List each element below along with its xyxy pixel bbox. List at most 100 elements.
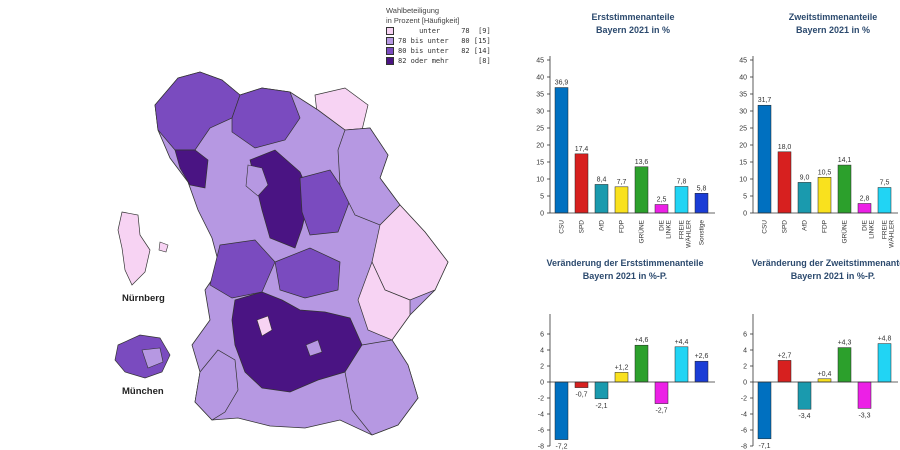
map-region [249,149,311,249]
map-region [344,339,419,436]
legend-swatch [386,37,394,45]
bar-value-label: 14,1 [838,157,852,164]
category-label: FDP [619,220,626,233]
legend-label: unter 78 [9] [398,27,491,35]
category-label: GRÜNE [638,219,646,243]
map-region [174,149,209,189]
y-tick-label: 5 [540,194,544,201]
chart-veraenderung-zweitstimmen: Veränderung der Zweitstimmenanteile Bayer… [741,258,900,450]
bar [797,182,812,214]
bar [654,381,669,404]
legend-label: 80 bis unter 82 [14] [398,47,491,55]
y-tick-label: 2 [743,364,747,371]
bar-value-label: +2,6 [695,353,709,360]
bar [817,177,832,214]
bar [817,378,832,383]
city-label-muenchen: München [122,386,164,397]
y-tick-label: 40 [536,75,544,82]
y-tick-label: 0 [743,211,747,218]
category-label: WÄHLER [888,220,896,248]
y-tick-label: 25 [739,126,747,133]
bar [674,346,689,383]
bar-value-label: 7,8 [677,178,687,185]
bar-value-label: 2,5 [657,197,667,204]
bar-value-label: +4,8 [878,336,892,343]
bar-value-label: -2,7 [655,408,667,415]
muenchen-inset [114,334,171,379]
nuernberg-inset [158,241,169,253]
y-tick-label: -4 [741,412,747,419]
legend-swatch [386,57,394,65]
y-tick-label: 45 [739,58,747,65]
map-region [194,349,239,421]
category-label: DIE [659,219,666,231]
bar-value-label: 10,5 [818,169,832,176]
category-label: SPD [782,220,789,234]
bar [614,186,629,214]
bar-value-label: 31,7 [758,97,772,104]
bar-value-label: -2,1 [595,403,607,410]
map-region [274,247,341,299]
bar-value-label: 36,9 [555,80,569,87]
bar [877,187,892,214]
bar-value-label: 17,4 [575,146,589,153]
chart-subtitle: Bayern 2021 in % [796,25,870,35]
bar [634,166,649,214]
legend-swatch [386,27,394,35]
legend-subtitle: in Prozent [Häufigkeit] [386,16,460,25]
bar-value-label: 5,8 [697,185,707,192]
y-tick-label: -8 [538,444,544,450]
y-tick-label: 10 [536,177,544,184]
y-tick-label: 20 [739,143,747,150]
map-region [245,164,269,197]
y-tick-label: 4 [540,348,544,355]
chart-zweitstimmen: Zweitstimmenanteile Bayern 2021 in % 0 5 10 1… [739,12,898,248]
y-tick-label: 5 [743,194,747,201]
bar [574,381,589,388]
category-label: FREIE [882,219,889,239]
legend-label: 82 oder mehr [8] [398,57,491,65]
y-tick-label: 0 [540,211,544,218]
bavaria-turnout-map [114,71,449,436]
bar-value-label: 9,0 [800,174,810,181]
category-label: LINKE [869,219,876,238]
category-label: WÄHLER [685,220,693,248]
y-tick-label: 15 [739,160,747,167]
y-tick-label: 4 [743,348,747,355]
city-label-nuernberg: Nürnberg [122,293,165,304]
y-tick-label: -8 [741,444,747,450]
y-tick-label: -4 [538,412,544,419]
bar-value-label: +4,3 [838,340,852,347]
category-label: DIE [862,219,869,231]
bar-value-label: -3,3 [858,412,870,419]
bar-value-label: +2,7 [778,352,792,359]
y-tick-label: 25 [536,126,544,133]
y-tick-label: 0 [540,380,544,387]
category-label: FDP [822,220,829,233]
bar-value-label: 7,7 [617,179,627,186]
category-label: CSU [762,220,769,234]
bar-value-label: 18,0 [778,144,792,151]
category-label: FREIE [679,219,686,239]
bar-value-label: 7,5 [880,180,890,187]
y-tick-label: 6 [540,332,544,339]
bar-value-label: +1,2 [615,364,629,371]
category-label: Sonstige [699,220,706,246]
legend-swatch [386,47,394,55]
bar [634,344,649,383]
y-tick-label: 10 [739,177,747,184]
category-label: AfD [802,220,809,231]
bar [857,381,872,409]
y-tick-label: 40 [739,75,747,82]
y-tick-label: 35 [536,92,544,99]
muenchen-inset [141,347,164,369]
category-label: LINKE [666,219,673,238]
bar [757,104,772,214]
bar [594,184,609,214]
map-region [256,315,273,337]
legend-row: 78 bis unter 80 [15] [386,36,491,46]
chart-subtitle: Bayern 2021 in % [596,25,670,35]
chart-subtitle: Bayern 2021 in %-P. [583,271,667,281]
y-tick-label: 45 [536,58,544,65]
bar [777,151,792,214]
